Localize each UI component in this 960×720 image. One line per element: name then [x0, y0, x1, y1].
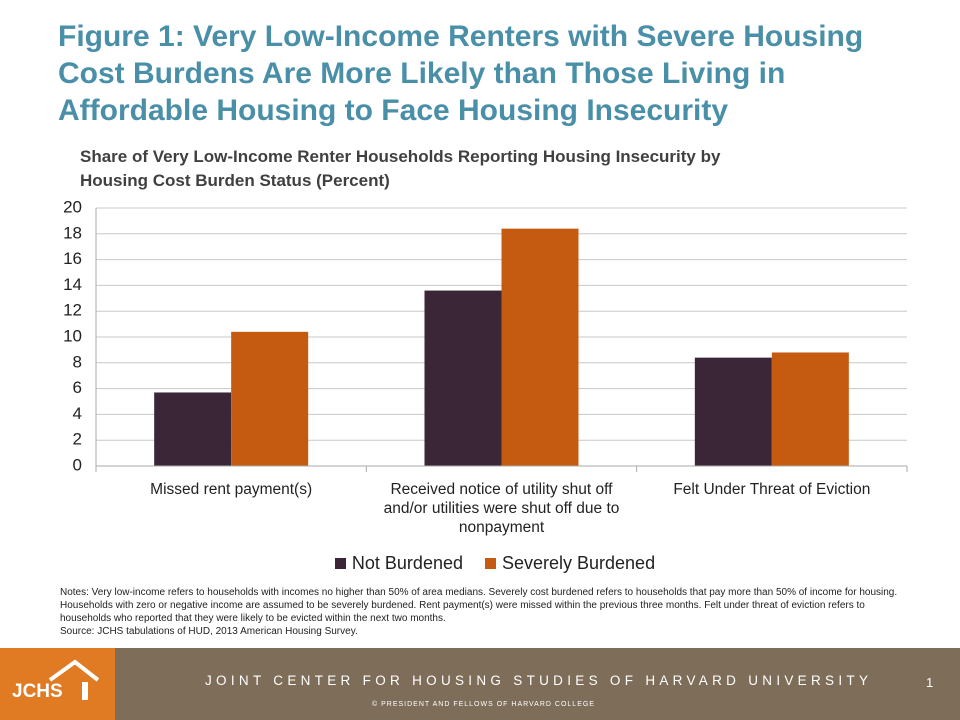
legend-item: Severely Burdened [484, 553, 656, 574]
x-tick-label: Missed rent payment(s) [150, 481, 313, 498]
bar [154, 392, 232, 466]
y-tick-label: 18 [63, 223, 82, 242]
legend-label: Not Burdened [351, 553, 463, 573]
logo [0, 648, 115, 720]
copyright: © PRESIDENT AND FELLOWS OF HARVARD COLLE… [372, 701, 595, 708]
legend-swatch [484, 558, 496, 569]
y-tick-label: 10 [63, 326, 82, 345]
chart-title: Share of Very Low-Income Renter Househol… [80, 147, 721, 190]
x-tick-label: Felt Under Threat of Eviction [673, 481, 871, 498]
y-tick-label: 0 [73, 455, 82, 474]
source-text: Source: JCHS tabulations of HUD, 2013 Am… [60, 626, 358, 637]
logo-text: JCHS [12, 681, 63, 702]
legend: Not Burdened Severely Burdened [0, 553, 960, 574]
page-number: 1 [926, 675, 934, 690]
legend-label: Severely Burdened [501, 553, 656, 573]
y-tick-label: 12 [63, 301, 82, 320]
y-tick-label: 2 [73, 430, 82, 449]
bar [231, 331, 309, 466]
y-tick-label: 16 [63, 249, 82, 268]
x-tick-label: Received notice of utility shut off and/… [383, 481, 620, 536]
bar [501, 228, 579, 466]
footer [0, 648, 960, 720]
bar [424, 290, 502, 466]
notes: Notes: Very low-income refers to househo… [60, 586, 910, 638]
legend-swatch [334, 558, 346, 569]
y-tick-label: 8 [73, 352, 82, 371]
legend-item: Not Burdened [334, 553, 463, 574]
notes-text: Notes: Very low-income refers to househo… [60, 587, 898, 624]
y-tick-label: 14 [63, 275, 82, 294]
bar [771, 352, 849, 466]
y-tick-label: 6 [73, 378, 82, 397]
y-tick-label: 4 [73, 404, 82, 423]
logo-house [48, 659, 100, 700]
chart: 0 2 4 6 8 10 12 14 16 18 20 [63, 197, 908, 474]
bar [694, 357, 772, 466]
y-tick-label: 20 [63, 197, 82, 216]
slide-title: Figure 1: Very Low-Income Renters with S… [58, 20, 864, 127]
org-name: JOINT CENTER FOR HOUSING STUDIES OF HARV… [205, 673, 873, 688]
